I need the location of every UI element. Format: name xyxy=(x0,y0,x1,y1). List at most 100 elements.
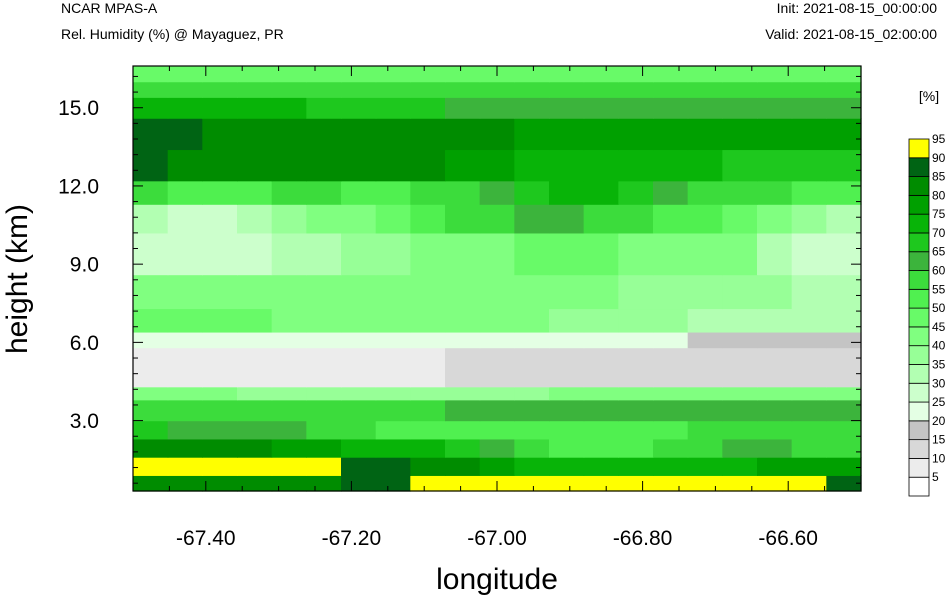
heatmap-cell xyxy=(583,475,619,492)
heatmap-cell xyxy=(237,274,273,310)
heatmap-cell xyxy=(445,331,481,349)
heatmap-cell xyxy=(618,438,654,458)
heatmap-cell xyxy=(479,347,515,388)
y-tick-label: 3.0 xyxy=(70,410,99,433)
heatmap-cell xyxy=(722,81,758,98)
colorbar-swatch xyxy=(908,251,930,271)
heatmap-cell xyxy=(514,232,550,276)
heatmap-cell xyxy=(202,118,238,151)
heatmap-cell xyxy=(514,438,550,458)
heatmap-cell xyxy=(133,149,169,182)
x-tick-label: -67.40 xyxy=(176,527,236,550)
heatmap-cell xyxy=(410,457,446,476)
heatmap-cell xyxy=(549,475,585,492)
heatmap-cell xyxy=(583,347,619,388)
heatmap-cell xyxy=(237,149,273,182)
heatmap-cell xyxy=(618,66,654,83)
heatmap-cell xyxy=(757,118,793,151)
heatmap-cell xyxy=(826,386,862,401)
heatmap-cell xyxy=(722,347,758,388)
x-tick-label: -67.20 xyxy=(322,527,382,550)
heatmap-cell xyxy=(202,204,238,234)
heatmap-cell xyxy=(618,232,654,276)
heatmap-cell xyxy=(133,97,169,119)
heatmap-cell xyxy=(722,180,758,205)
heatmap-cell xyxy=(549,457,585,476)
colorbar-swatch xyxy=(908,213,930,234)
heatmap-cell xyxy=(410,180,446,205)
colorbar-unit: [%] xyxy=(919,88,939,104)
heatmap-cell xyxy=(202,475,238,492)
heatmap-cell xyxy=(757,149,793,182)
heatmap-cell xyxy=(514,180,550,205)
heatmap-cell xyxy=(549,420,585,440)
heatmap-cell xyxy=(826,66,862,83)
heatmap-cell xyxy=(271,457,307,476)
heatmap-cell xyxy=(341,97,377,119)
heatmap-cell xyxy=(757,475,793,492)
heatmap-cell xyxy=(583,274,619,310)
heatmap-cell xyxy=(341,274,377,310)
heatmap-cell xyxy=(514,308,550,333)
heatmap-cell xyxy=(410,347,446,388)
heatmap-cell xyxy=(375,97,411,119)
heatmap-cell xyxy=(410,420,446,440)
heatmap-cell xyxy=(514,347,550,388)
heatmap-cell xyxy=(791,204,827,234)
heatmap-cell xyxy=(583,399,619,422)
heatmap-cell xyxy=(133,274,169,310)
heatmap-cell xyxy=(583,118,619,151)
heatmap-cell xyxy=(167,457,203,476)
heatmap-cell xyxy=(341,118,377,151)
heatmap-cell xyxy=(722,97,758,119)
y-tick-label: 12.0 xyxy=(58,175,99,198)
heatmap-cell xyxy=(791,274,827,310)
heatmap-cell xyxy=(167,420,203,440)
heatmap-cell xyxy=(410,118,446,151)
heatmap-cell xyxy=(722,457,758,476)
heatmap-cell xyxy=(410,331,446,349)
heatmap-cell xyxy=(375,118,411,151)
header-init-time: Init: 2021-08-15_00:00:00 xyxy=(776,0,937,16)
heatmap-cell xyxy=(341,232,377,276)
colorbar-label: 20 xyxy=(932,414,946,428)
heatmap-cell xyxy=(410,438,446,458)
heatmap-cell xyxy=(791,308,827,333)
heatmap-cell xyxy=(445,149,481,182)
heatmap-cell xyxy=(757,180,793,205)
heatmap-cell xyxy=(375,180,411,205)
heatmap-cell xyxy=(306,308,342,333)
heatmap-cell xyxy=(271,118,307,151)
heatmap-cell xyxy=(653,180,689,205)
heatmap-cell xyxy=(133,308,169,333)
heatmap-cell xyxy=(237,180,273,205)
heatmap-cell xyxy=(757,347,793,388)
heatmap-cell xyxy=(826,457,862,476)
heatmap-cell xyxy=(133,347,169,388)
colorbar-label: 40 xyxy=(932,339,946,353)
heatmap-cell xyxy=(791,399,827,422)
heatmap-cell xyxy=(791,118,827,151)
heatmap-cell xyxy=(618,386,654,401)
heatmap-cell xyxy=(618,475,654,492)
heatmap-cell xyxy=(237,97,273,119)
heatmap-cell xyxy=(237,420,273,440)
heatmap-cell xyxy=(618,457,654,476)
heatmap-cell xyxy=(133,81,169,98)
heatmap-cell xyxy=(167,180,203,205)
heatmap-cell xyxy=(687,97,723,119)
heatmap-cell xyxy=(757,420,793,440)
heatmap-cell xyxy=(583,66,619,83)
heatmap-cell xyxy=(202,420,238,440)
heatmap-cell xyxy=(653,347,689,388)
heatmap-cell xyxy=(167,66,203,83)
heatmap-cell xyxy=(479,97,515,119)
heatmap-cell xyxy=(202,386,238,401)
heatmap-cell xyxy=(826,232,862,276)
heatmap-cell xyxy=(167,438,203,458)
heatmap-cell xyxy=(687,66,723,83)
heatmap-cell xyxy=(167,204,203,234)
header-model-name: NCAR MPAS-A xyxy=(61,0,158,16)
heatmap-cell xyxy=(410,386,446,401)
heatmap-cell xyxy=(826,204,862,234)
